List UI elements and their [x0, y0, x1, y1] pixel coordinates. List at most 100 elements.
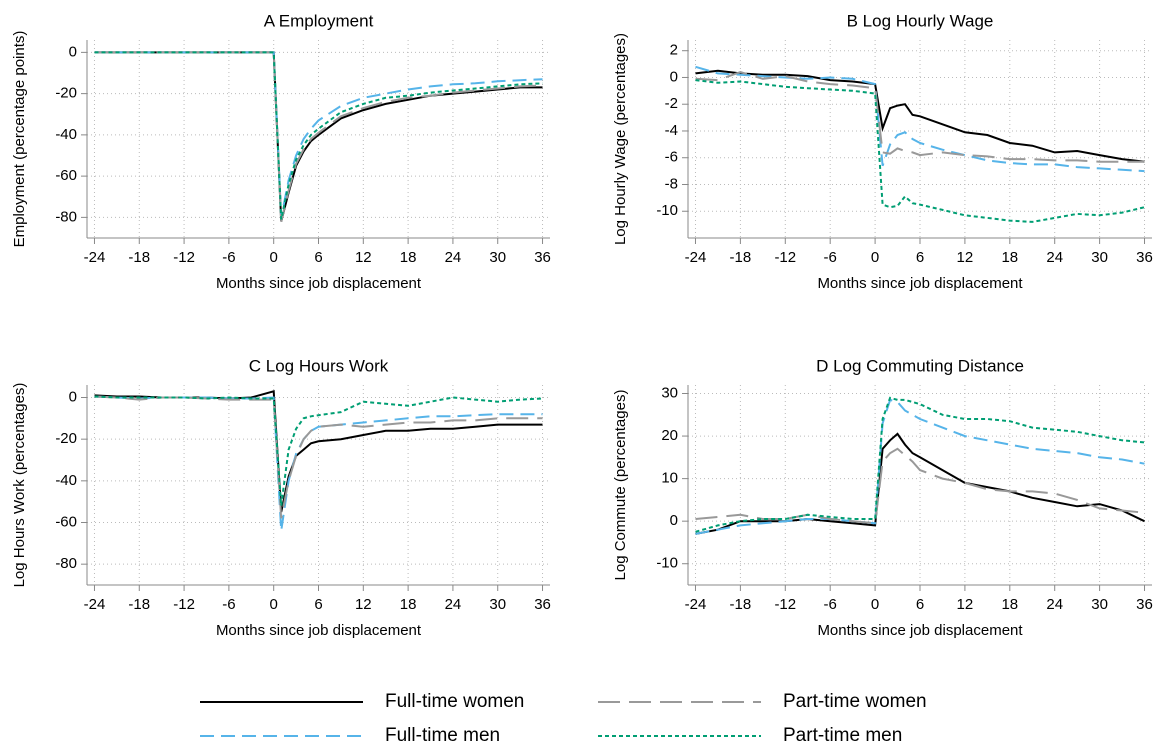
x-tick-label: -6 — [222, 249, 235, 266]
y-tick-label: 0 — [69, 43, 77, 60]
y-tick-label: -60 — [55, 513, 77, 530]
y-tick-label: -8 — [665, 175, 678, 192]
x-tick-label: 30 — [1091, 596, 1108, 613]
y-tick-label: -60 — [55, 167, 77, 184]
x-tick-label: -6 — [824, 249, 837, 266]
panel-title: D Log Commuting Distance — [816, 356, 1024, 375]
x-tick-label: 12 — [957, 596, 974, 613]
series-line — [94, 395, 543, 506]
x-axis-label: Months since job displacement — [817, 622, 1023, 639]
x-tick-label: -12 — [774, 596, 796, 613]
series-line — [695, 396, 1145, 533]
x-tick-label: 30 — [489, 249, 506, 266]
x-tick-label: 30 — [1091, 249, 1108, 266]
x-tick-label: -24 — [685, 249, 707, 266]
x-tick-label: -24 — [685, 596, 707, 613]
x-axis-label: Months since job displacement — [216, 622, 422, 639]
series-line — [94, 51, 543, 218]
y-tick-label: 10 — [661, 470, 678, 487]
x-tick-label: 0 — [270, 596, 278, 613]
y-tick-label: 30 — [661, 384, 678, 401]
x-tick-label: 0 — [270, 249, 278, 266]
x-axis-label: Months since job displacement — [817, 275, 1023, 292]
x-tick-label: -12 — [774, 249, 796, 266]
x-tick-label: 24 — [445, 249, 462, 266]
x-tick-label: 0 — [871, 596, 879, 613]
series-line — [695, 69, 1145, 163]
series-line — [695, 447, 1145, 525]
y-tick-label: -10 — [656, 555, 678, 572]
legend-label: Full-time men — [385, 725, 500, 746]
panel-title: C Log Hours Work — [249, 356, 389, 375]
y-axis-label: Log Hourly Wage (percentages) — [612, 33, 629, 245]
legend-label: Part-time men — [783, 725, 902, 746]
x-tick-label: 6 — [314, 249, 322, 266]
panel: B Log Hourly Wage Months since job displa… — [612, 11, 1153, 291]
y-tick-label: 2 — [670, 42, 678, 59]
x-tick-label: -18 — [730, 249, 752, 266]
x-tick-label: -12 — [173, 249, 195, 266]
x-tick-label: 12 — [355, 596, 372, 613]
legend: Full-time women Full-time men Part-time wo… — [200, 691, 927, 746]
y-axis-label: Employment (percentage points) — [11, 31, 28, 248]
y-axis-label: Log Commute (percentages) — [612, 390, 629, 581]
x-tick-label: -18 — [730, 596, 752, 613]
panel-title: A Employment — [264, 11, 374, 30]
y-tick-label: -40 — [55, 126, 77, 143]
x-tick-label: -24 — [84, 249, 106, 266]
y-axis-label: Log Hours Work (percentages) — [11, 383, 28, 588]
x-tick-label: 6 — [314, 596, 322, 613]
y-tick-label: 0 — [670, 68, 678, 85]
y-tick-label: -80 — [55, 555, 77, 572]
series-line — [695, 65, 1145, 173]
x-tick-label: -24 — [84, 596, 106, 613]
panel: A Employment Months since job displacemen… — [11, 11, 551, 291]
x-tick-label: 18 — [1001, 249, 1018, 266]
panel: C Log Hours Work Months since job displac… — [11, 356, 551, 638]
x-tick-label: 18 — [1001, 596, 1018, 613]
x-tick-label: 6 — [916, 249, 924, 266]
x-tick-label: -6 — [824, 596, 837, 613]
x-tick-label: 36 — [534, 249, 551, 266]
y-tick-label: -80 — [55, 208, 77, 225]
x-tick-label: 18 — [400, 596, 417, 613]
series-line — [94, 51, 543, 222]
panel-title: B Log Hourly Wage — [847, 11, 994, 30]
y-tick-label: -20 — [55, 430, 77, 447]
x-tick-label: -6 — [222, 596, 235, 613]
x-tick-label: -18 — [128, 596, 150, 613]
panel: D Log Commuting Distance Months since job… — [612, 356, 1153, 638]
series-line — [695, 398, 1145, 535]
x-tick-label: -18 — [128, 249, 150, 266]
y-tick-label: -10 — [656, 202, 678, 219]
x-tick-label: 30 — [489, 596, 506, 613]
y-tick-label: -20 — [55, 85, 77, 102]
x-tick-label: 36 — [1136, 249, 1153, 266]
x-tick-label: 12 — [957, 249, 974, 266]
y-tick-label: -2 — [665, 95, 678, 112]
y-tick-label: 0 — [670, 512, 678, 529]
x-tick-label: -12 — [173, 596, 195, 613]
series-line — [94, 51, 543, 220]
x-tick-label: 18 — [400, 249, 417, 266]
y-tick-label: -4 — [665, 122, 678, 139]
x-axis-label: Months since job displacement — [216, 275, 422, 292]
y-tick-label: -6 — [665, 149, 678, 166]
x-tick-label: 12 — [355, 249, 372, 266]
y-tick-label: 0 — [69, 388, 77, 405]
series-line — [94, 395, 543, 519]
series-line — [94, 395, 543, 531]
x-tick-label: 6 — [916, 596, 924, 613]
series-line — [695, 71, 1145, 163]
x-tick-label: 36 — [1136, 596, 1153, 613]
x-tick-label: 24 — [1046, 249, 1063, 266]
x-tick-label: 0 — [871, 249, 879, 266]
legend-label: Full-time women — [385, 691, 524, 712]
x-tick-label: 24 — [445, 596, 462, 613]
x-tick-label: 36 — [534, 596, 551, 613]
y-tick-label: 20 — [661, 427, 678, 444]
legend-label: Part-time women — [783, 691, 927, 712]
x-tick-label: 24 — [1046, 596, 1063, 613]
y-tick-label: -40 — [55, 472, 77, 489]
